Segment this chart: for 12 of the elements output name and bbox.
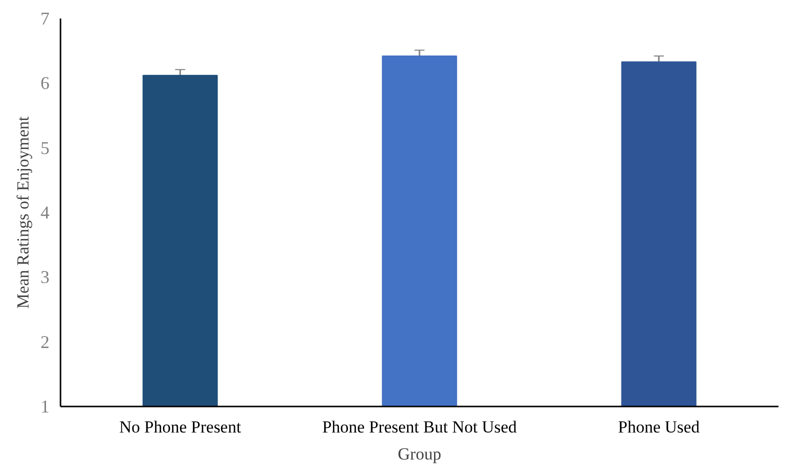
y-tick-label: 7 bbox=[40, 8, 50, 28]
y-tick-label: 6 bbox=[40, 73, 50, 94]
y-tick-label: 5 bbox=[40, 138, 50, 158]
x-axis-title: Group bbox=[398, 444, 442, 464]
y-tick-label: 1 bbox=[40, 396, 50, 416]
y-tick-label: 3 bbox=[40, 267, 50, 288]
y-tick-label: 4 bbox=[40, 202, 50, 222]
y-tick-label: 2 bbox=[40, 332, 50, 352]
x-tick-label: Phone Used bbox=[618, 418, 700, 436]
x-tick-label: No Phone Present bbox=[119, 418, 242, 436]
y-axis-title: Mean Ratings of Enjoyment bbox=[14, 116, 32, 309]
x-tick-label: Phone Present But Not Used bbox=[322, 418, 518, 436]
